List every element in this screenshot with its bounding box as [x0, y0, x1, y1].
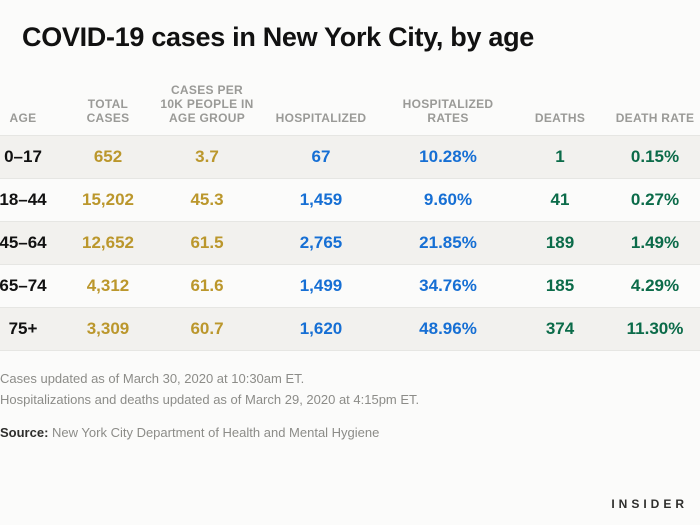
- col-age: AGE: [0, 73, 62, 136]
- cell-hosp: 67: [260, 136, 382, 179]
- cell-hosp-rate: 9.60%: [382, 179, 514, 222]
- table-row: 65–74 4,312 61.6 1,499 34.76% 185 4.29%: [0, 265, 700, 308]
- cell-total: 652: [62, 136, 154, 179]
- footnote-cases: Cases updated as of March 30, 2020 at 10…: [0, 369, 700, 390]
- page-title: COVID-19 cases in New York City, by age: [0, 22, 700, 53]
- cell-deaths: 1: [514, 136, 606, 179]
- cell-age: 0–17: [0, 136, 62, 179]
- col-hosp: HOSPITALIZED: [260, 73, 382, 136]
- table-row: 45–64 12,652 61.5 2,765 21.85% 189 1.49%: [0, 222, 700, 265]
- cell-total: 12,652: [62, 222, 154, 265]
- cell-hosp-rate: 10.28%: [382, 136, 514, 179]
- cell-death-rate: 11.30%: [606, 308, 700, 351]
- cell-per10k: 61.6: [154, 265, 260, 308]
- cell-hosp: 1,620: [260, 308, 382, 351]
- col-total: TOTAL CASES: [62, 73, 154, 136]
- cell-per10k: 3.7: [154, 136, 260, 179]
- cell-age: 75+: [0, 308, 62, 351]
- source-text: New York City Department of Health and M…: [52, 425, 379, 440]
- footnote-deaths: Hospitalizations and deaths updated as o…: [0, 390, 700, 411]
- col-death-rate: DEATH RATE: [606, 73, 700, 136]
- cell-total: 15,202: [62, 179, 154, 222]
- cell-deaths: 185: [514, 265, 606, 308]
- cell-total: 4,312: [62, 265, 154, 308]
- col-hosp-rate: HOSPITALIZED RATES: [382, 73, 514, 136]
- cell-hosp-rate: 21.85%: [382, 222, 514, 265]
- cell-age: 45–64: [0, 222, 62, 265]
- source-line: Source: New York City Department of Heal…: [0, 425, 700, 440]
- cell-age: 65–74: [0, 265, 62, 308]
- cell-deaths: 189: [514, 222, 606, 265]
- cell-hosp-rate: 48.96%: [382, 308, 514, 351]
- cell-total: 3,309: [62, 308, 154, 351]
- chart-frame: COVID-19 cases in New York City, by age …: [0, 0, 700, 525]
- source-label: Source:: [0, 425, 48, 440]
- cell-death-rate: 1.49%: [606, 222, 700, 265]
- col-per10k: CASES PER 10K PEOPLE IN AGE GROUP: [154, 73, 260, 136]
- cell-deaths: 374: [514, 308, 606, 351]
- footnotes: Cases updated as of March 30, 2020 at 10…: [0, 369, 700, 411]
- table-row: 75+ 3,309 60.7 1,620 48.96% 374 11.30%: [0, 308, 700, 351]
- cell-per10k: 61.5: [154, 222, 260, 265]
- cell-hosp: 1,459: [260, 179, 382, 222]
- cell-hosp-rate: 34.76%: [382, 265, 514, 308]
- cases-table: AGE TOTAL CASES CASES PER 10K PEOPLE IN …: [0, 73, 700, 351]
- cell-age: 18–44: [0, 179, 62, 222]
- cell-death-rate: 4.29%: [606, 265, 700, 308]
- cell-hosp: 1,499: [260, 265, 382, 308]
- cell-per10k: 45.3: [154, 179, 260, 222]
- table-row: 0–17 652 3.7 67 10.28% 1 0.15%: [0, 136, 700, 179]
- brand-mark: INSIDER: [611, 497, 688, 511]
- cell-death-rate: 0.15%: [606, 136, 700, 179]
- table-row: 18–44 15,202 45.3 1,459 9.60% 41 0.27%: [0, 179, 700, 222]
- cell-per10k: 60.7: [154, 308, 260, 351]
- cell-hosp: 2,765: [260, 222, 382, 265]
- col-deaths: DEATHS: [514, 73, 606, 136]
- cell-deaths: 41: [514, 179, 606, 222]
- cell-death-rate: 0.27%: [606, 179, 700, 222]
- table-header-row: AGE TOTAL CASES CASES PER 10K PEOPLE IN …: [0, 73, 700, 136]
